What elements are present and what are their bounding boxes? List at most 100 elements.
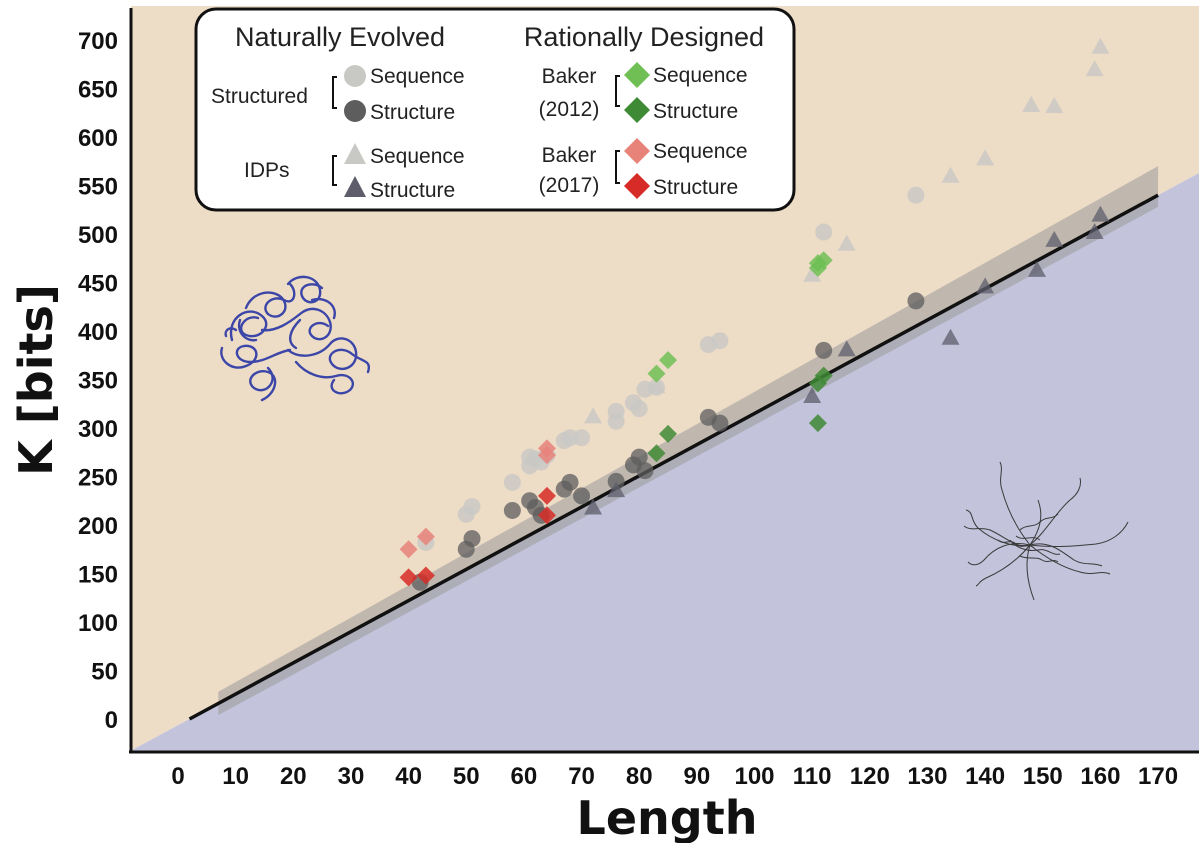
legend-marker-idp-structure <box>344 176 366 197</box>
point-structured-structure <box>636 462 654 480</box>
legend-entry-baker2012-sequence: Sequence <box>653 64 748 87</box>
legend-bracket <box>615 75 620 107</box>
point-structured-structure <box>907 292 925 310</box>
y-tick-label: 550 <box>78 174 118 201</box>
point-idps-sequence <box>1045 96 1064 113</box>
x-tick-label: 30 <box>338 763 365 790</box>
y-tick-label: 600 <box>78 125 118 152</box>
point-baker-2012-structure <box>659 424 678 443</box>
legend-label-baker-2017-line1: Baker <box>542 144 597 167</box>
x-tick-label: 160 <box>1080 763 1120 790</box>
legend: Naturally Evolved Rationally Designed St… <box>194 7 796 212</box>
data-points <box>399 37 1110 591</box>
point-idps-sequence <box>941 166 960 183</box>
x-axis-title: Length <box>577 791 758 843</box>
point-baker-2012-structure <box>808 414 827 433</box>
legend-entry-baker2017-structure: Structure <box>653 176 738 199</box>
point-baker-2012-sequence <box>647 364 666 383</box>
x-tick-label: 150 <box>1023 763 1063 790</box>
legend-entry-baker2017-sequence: Sequence <box>653 140 748 163</box>
legend-label-baker-2012-line1: Baker <box>542 65 597 88</box>
legend-entry-structured-structure: Structure <box>370 101 455 124</box>
y-tick-label: 50 <box>91 659 118 686</box>
point-structured-sequence <box>907 186 925 204</box>
point-idps-sequence <box>1085 60 1104 77</box>
legend-marker-idp-sequence <box>344 143 366 164</box>
x-tick-label: 0 <box>171 763 184 790</box>
x-tick-label: 50 <box>453 763 480 790</box>
point-baker-2017-structure <box>416 566 435 585</box>
point-baker-2012-structure <box>814 366 833 385</box>
point-structured-sequence <box>503 473 521 491</box>
x-tick-label: 120 <box>850 763 890 790</box>
point-idps-sequence <box>1091 37 1110 54</box>
x-tick-label: 100 <box>734 763 774 790</box>
point-baker-2017-structure <box>537 506 556 525</box>
point-baker-2012-sequence <box>808 254 827 273</box>
y-tick-label: 450 <box>78 271 118 298</box>
point-structured-sequence <box>607 403 625 421</box>
point-structured-sequence <box>711 332 729 350</box>
legend-marker-structured-structure <box>344 100 366 122</box>
y-tick-labels: 0 50 100 150 200 250 300 350 400 450 500 550 600 650 7… <box>78 28 118 734</box>
legend-marker-baker2017-structure <box>624 173 650 199</box>
legend-marker-baker2012-structure <box>624 97 650 123</box>
point-idps-sequence <box>803 265 822 282</box>
point-baker-2012-structure <box>647 444 666 463</box>
point-structured-sequence <box>815 223 833 241</box>
y-tick-label: 300 <box>78 416 118 443</box>
point-structured-structure <box>573 487 591 505</box>
legend-bracket <box>332 76 337 109</box>
point-structured-structure <box>503 501 521 519</box>
point-structured-structure <box>711 414 729 432</box>
y-tick-label: 500 <box>78 222 118 249</box>
point-idps-structure <box>941 328 960 345</box>
legend-entry-baker2012-structure: Structure <box>653 100 738 123</box>
x-tick-label: 80 <box>626 763 653 790</box>
folded-protein-illustration <box>220 275 371 402</box>
point-idps-sequence <box>647 377 666 394</box>
axes <box>129 8 1199 754</box>
legend-marker-structured-sequence <box>344 65 366 87</box>
x-tick-label: 110 <box>793 763 832 790</box>
point-idps-sequence <box>837 234 856 251</box>
legend-bracket <box>615 150 620 184</box>
fit-line <box>188 193 1159 721</box>
legend-bracket <box>332 155 337 186</box>
legend-label-idps: IDPs <box>244 159 290 182</box>
x-tick-label: 130 <box>907 763 947 790</box>
point-baker-2017-structure <box>537 486 556 505</box>
point-structured-sequence <box>630 400 648 418</box>
point-idps-structure <box>803 386 822 403</box>
legend-marker-baker2012-sequence <box>624 62 650 88</box>
y-tick-label: 200 <box>78 513 118 540</box>
x-tick-label: 10 <box>222 763 249 790</box>
legend-entry-structured-sequence: Sequence <box>370 65 465 88</box>
point-idps-structure <box>607 481 626 498</box>
y-tick-label: 250 <box>78 465 118 492</box>
point-idps-structure <box>976 277 995 294</box>
point-idps-structure <box>1091 205 1110 222</box>
point-structured-structure <box>815 341 833 359</box>
point-idps-structure <box>1045 230 1064 247</box>
y-tick-label: 0 <box>105 707 118 734</box>
point-baker-2017-sequence <box>399 540 418 559</box>
disordered-ensemble-illustration <box>963 461 1129 601</box>
fit-line-path <box>188 193 1159 721</box>
y-tick-label: 150 <box>78 562 118 589</box>
point-idps-structure <box>837 340 856 357</box>
point-structured-structure <box>561 473 579 491</box>
point-structured-sequence <box>573 429 591 447</box>
x-tick-label: 60 <box>511 763 538 790</box>
point-baker-2017-sequence <box>416 527 435 546</box>
legend-heading-naturally-evolved: Naturally Evolved <box>235 22 445 52</box>
point-idps-sequence <box>584 407 603 424</box>
point-structured-structure <box>630 448 648 466</box>
x-tick-label: 90 <box>683 763 710 790</box>
legend-label-structured: Structured <box>211 85 308 108</box>
legend-heading-rationally-designed: Rationally Designed <box>524 22 764 52</box>
x-tick-labels: 0 10 20 30 40 50 60 70 80 90 100 110 120 130 140 150 160… <box>171 763 1178 790</box>
point-idps-structure <box>1027 260 1046 277</box>
x-tick-label: 70 <box>568 763 595 790</box>
legend-marker-baker2017-sequence <box>624 138 650 164</box>
